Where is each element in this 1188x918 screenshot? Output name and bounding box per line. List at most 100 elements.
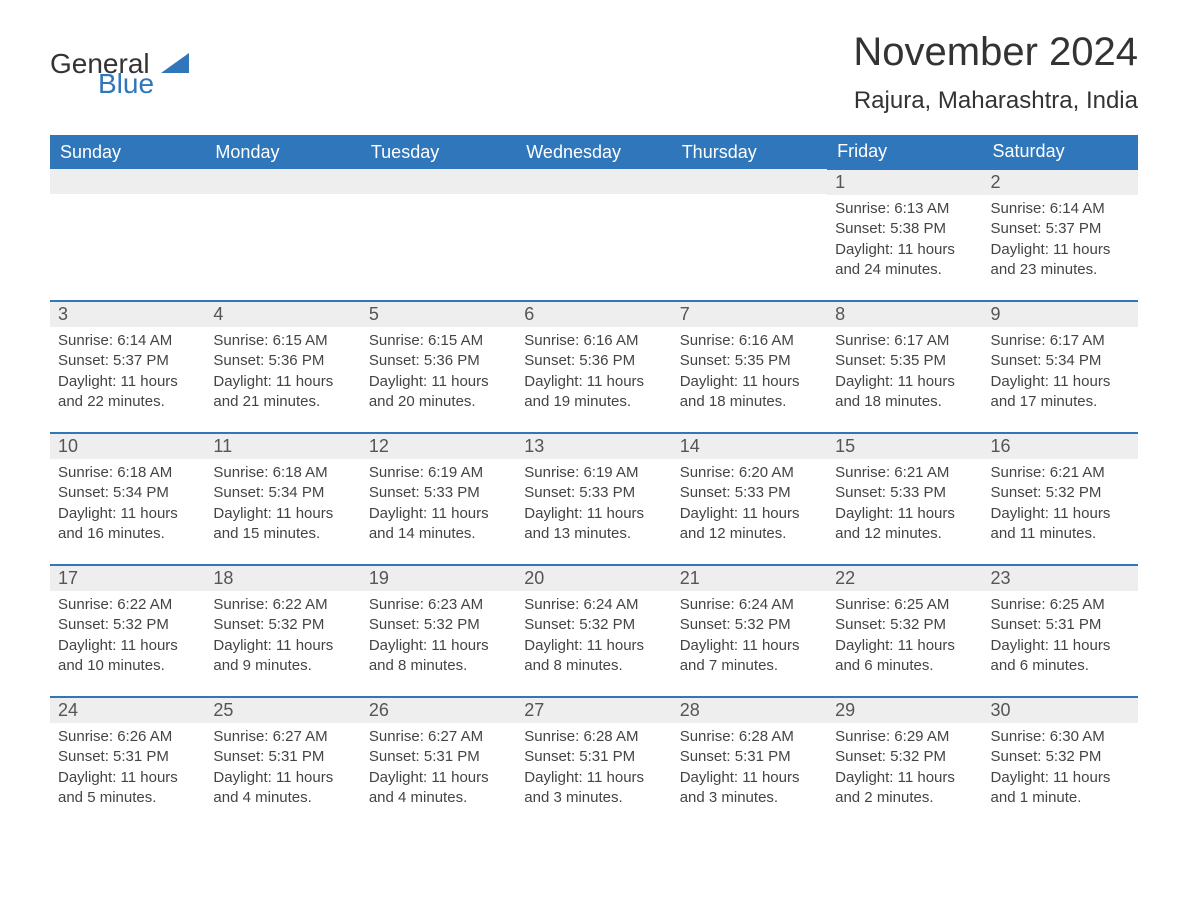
daylight-text: and 24 minutes. — [835, 260, 974, 280]
weekday-header: Monday — [205, 135, 360, 169]
daylight-text: Daylight: 11 hours — [680, 504, 819, 524]
day-number: 21 — [672, 566, 827, 591]
weekday-header: Tuesday — [361, 135, 516, 169]
daylight-text: and 8 minutes. — [524, 656, 663, 676]
sunrise-text: Sunrise: 6:19 AM — [524, 463, 663, 483]
calendar-day-cell: 18Sunrise: 6:22 AMSunset: 5:32 PMDayligh… — [205, 565, 360, 697]
daylight-text: Daylight: 11 hours — [524, 636, 663, 656]
sunset-text: Sunset: 5:31 PM — [58, 747, 197, 767]
day-number: 13 — [516, 434, 671, 459]
logo: General Blue — [50, 50, 189, 98]
sunset-text: Sunset: 5:31 PM — [369, 747, 508, 767]
calendar-day-cell: 2Sunrise: 6:14 AMSunset: 5:37 PMDaylight… — [983, 169, 1138, 301]
day-number: 14 — [672, 434, 827, 459]
calendar-day-cell: 19Sunrise: 6:23 AMSunset: 5:32 PMDayligh… — [361, 565, 516, 697]
daylight-text: Daylight: 11 hours — [680, 636, 819, 656]
sunset-text: Sunset: 5:35 PM — [835, 351, 974, 371]
calendar-week-row: 10Sunrise: 6:18 AMSunset: 5:34 PMDayligh… — [50, 433, 1138, 565]
calendar-day-cell: 10Sunrise: 6:18 AMSunset: 5:34 PMDayligh… — [50, 433, 205, 565]
daylight-text: Daylight: 11 hours — [835, 372, 974, 392]
daylight-text: and 17 minutes. — [991, 392, 1130, 412]
sunrise-text: Sunrise: 6:24 AM — [680, 595, 819, 615]
daylight-text: and 6 minutes. — [991, 656, 1130, 676]
sunset-text: Sunset: 5:32 PM — [58, 615, 197, 635]
sunset-text: Sunset: 5:34 PM — [213, 483, 352, 503]
daylight-text: Daylight: 11 hours — [58, 372, 197, 392]
sunrise-text: Sunrise: 6:27 AM — [369, 727, 508, 747]
day-number: 19 — [361, 566, 516, 591]
day-details: Sunrise: 6:14 AMSunset: 5:37 PMDaylight:… — [983, 195, 1138, 288]
weekday-header: Sunday — [50, 135, 205, 169]
day-number: 16 — [983, 434, 1138, 459]
sunrise-text: Sunrise: 6:17 AM — [835, 331, 974, 351]
daylight-text: and 7 minutes. — [680, 656, 819, 676]
daylight-text: Daylight: 11 hours — [369, 504, 508, 524]
day-details: Sunrise: 6:16 AMSunset: 5:36 PMDaylight:… — [516, 327, 671, 420]
sunrise-text: Sunrise: 6:21 AM — [835, 463, 974, 483]
daylight-text: and 21 minutes. — [213, 392, 352, 412]
sunset-text: Sunset: 5:32 PM — [835, 747, 974, 767]
daylight-text: Daylight: 11 hours — [369, 768, 508, 788]
daylight-text: and 22 minutes. — [58, 392, 197, 412]
day-number: 9 — [983, 302, 1138, 327]
calendar-day-cell — [516, 169, 671, 301]
day-number: 11 — [205, 434, 360, 459]
day-details: Sunrise: 6:14 AMSunset: 5:37 PMDaylight:… — [50, 327, 205, 420]
sunrise-text: Sunrise: 6:28 AM — [524, 727, 663, 747]
daylight-text: and 19 minutes. — [524, 392, 663, 412]
calendar-day-cell: 24Sunrise: 6:26 AMSunset: 5:31 PMDayligh… — [50, 697, 205, 829]
day-details: Sunrise: 6:20 AMSunset: 5:33 PMDaylight:… — [672, 459, 827, 552]
sunset-text: Sunset: 5:36 PM — [369, 351, 508, 371]
daylight-text: and 14 minutes. — [369, 524, 508, 544]
calendar-week-row: 17Sunrise: 6:22 AMSunset: 5:32 PMDayligh… — [50, 565, 1138, 697]
day-number: 4 — [205, 302, 360, 327]
sunset-text: Sunset: 5:32 PM — [680, 615, 819, 635]
day-number: 27 — [516, 698, 671, 723]
sunset-text: Sunset: 5:38 PM — [835, 219, 974, 239]
weekday-header: Friday — [827, 135, 982, 169]
daylight-text: and 13 minutes. — [524, 524, 663, 544]
calendar-day-cell: 27Sunrise: 6:28 AMSunset: 5:31 PMDayligh… — [516, 697, 671, 829]
sunset-text: Sunset: 5:31 PM — [524, 747, 663, 767]
daylight-text: and 6 minutes. — [835, 656, 974, 676]
sunrise-text: Sunrise: 6:18 AM — [213, 463, 352, 483]
day-number-empty — [205, 169, 360, 194]
day-details: Sunrise: 6:27 AMSunset: 5:31 PMDaylight:… — [361, 723, 516, 816]
day-details: Sunrise: 6:26 AMSunset: 5:31 PMDaylight:… — [50, 723, 205, 816]
calendar-day-cell: 13Sunrise: 6:19 AMSunset: 5:33 PMDayligh… — [516, 433, 671, 565]
calendar-day-cell: 20Sunrise: 6:24 AMSunset: 5:32 PMDayligh… — [516, 565, 671, 697]
calendar-day-cell: 22Sunrise: 6:25 AMSunset: 5:32 PMDayligh… — [827, 565, 982, 697]
day-details: Sunrise: 6:16 AMSunset: 5:35 PMDaylight:… — [672, 327, 827, 420]
sunrise-text: Sunrise: 6:16 AM — [680, 331, 819, 351]
calendar-day-cell: 14Sunrise: 6:20 AMSunset: 5:33 PMDayligh… — [672, 433, 827, 565]
day-number: 3 — [50, 302, 205, 327]
day-details: Sunrise: 6:24 AMSunset: 5:32 PMDaylight:… — [516, 591, 671, 684]
daylight-text: and 1 minute. — [991, 788, 1130, 808]
day-number: 2 — [983, 170, 1138, 195]
sunrise-text: Sunrise: 6:22 AM — [58, 595, 197, 615]
sunrise-text: Sunrise: 6:28 AM — [680, 727, 819, 747]
weekday-header: Saturday — [983, 135, 1138, 169]
sunset-text: Sunset: 5:33 PM — [835, 483, 974, 503]
daylight-text: and 20 minutes. — [369, 392, 508, 412]
day-details: Sunrise: 6:27 AMSunset: 5:31 PMDaylight:… — [205, 723, 360, 816]
day-number: 12 — [361, 434, 516, 459]
daylight-text: and 8 minutes. — [369, 656, 508, 676]
daylight-text: and 12 minutes. — [680, 524, 819, 544]
daylight-text: and 11 minutes. — [991, 524, 1130, 544]
day-number: 8 — [827, 302, 982, 327]
day-details: Sunrise: 6:19 AMSunset: 5:33 PMDaylight:… — [361, 459, 516, 552]
sunset-text: Sunset: 5:32 PM — [835, 615, 974, 635]
day-number: 15 — [827, 434, 982, 459]
day-number: 28 — [672, 698, 827, 723]
month-title: November 2024 — [853, 30, 1138, 75]
sunset-text: Sunset: 5:31 PM — [213, 747, 352, 767]
day-number: 22 — [827, 566, 982, 591]
daylight-text: Daylight: 11 hours — [213, 636, 352, 656]
calendar-day-cell — [50, 169, 205, 301]
daylight-text: and 4 minutes. — [213, 788, 352, 808]
day-details: Sunrise: 6:13 AMSunset: 5:38 PMDaylight:… — [827, 195, 982, 288]
sunset-text: Sunset: 5:35 PM — [680, 351, 819, 371]
sunrise-text: Sunrise: 6:25 AM — [835, 595, 974, 615]
daylight-text: and 12 minutes. — [835, 524, 974, 544]
